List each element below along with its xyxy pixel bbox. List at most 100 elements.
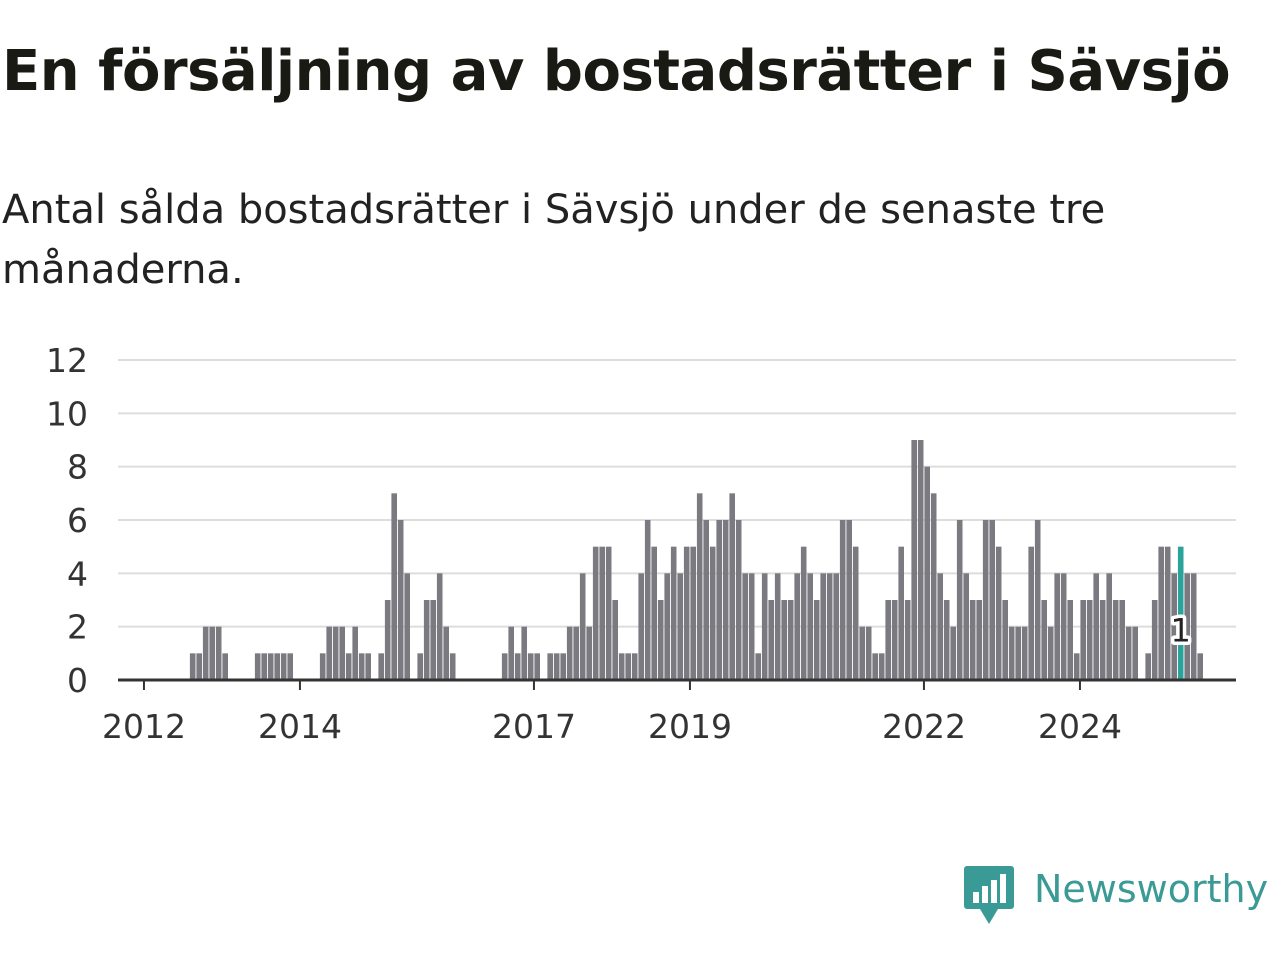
bar-chart: 0 2 4 6 8 10 12 2012 2014 2017 2019 2022 2024 1 — [46, 341, 1236, 746]
bar — [930, 493, 937, 680]
bar — [254, 653, 261, 680]
bar — [605, 546, 612, 680]
bar — [683, 546, 690, 680]
bar — [215, 626, 222, 680]
bar — [423, 600, 430, 680]
bar — [729, 493, 735, 680]
bar — [514, 653, 521, 680]
bar — [592, 546, 599, 680]
bar — [1177, 546, 1184, 680]
bar — [332, 626, 339, 680]
bar — [1054, 573, 1060, 680]
bar — [352, 626, 358, 680]
bar — [1086, 600, 1093, 680]
bar — [1002, 600, 1008, 680]
bar — [521, 626, 527, 680]
y-axis-tick-labels: 0 2 4 6 8 10 12 — [46, 341, 88, 700]
bar — [527, 653, 534, 680]
bar — [618, 653, 625, 680]
y-tick-label-6: 6 — [67, 501, 88, 540]
bar — [872, 653, 878, 680]
bar — [911, 440, 917, 680]
bar — [1021, 626, 1028, 680]
bar — [703, 520, 709, 680]
bar — [677, 573, 683, 680]
bar — [657, 600, 664, 680]
bar — [969, 600, 976, 680]
y-tick-label-12: 12 — [46, 341, 88, 380]
bar — [865, 626, 872, 680]
bar — [404, 573, 410, 680]
bar — [612, 600, 618, 680]
bar — [397, 520, 404, 680]
bar — [196, 653, 202, 680]
bar — [384, 600, 391, 680]
bar — [781, 600, 787, 680]
bar — [508, 626, 514, 680]
highlight-data-label: 1 — [1171, 611, 1191, 649]
bar — [846, 520, 852, 680]
bar — [1028, 546, 1034, 680]
bar — [501, 653, 508, 680]
bar — [813, 600, 820, 680]
bar — [696, 493, 703, 680]
bar — [267, 653, 274, 680]
bar — [651, 546, 657, 680]
bar — [417, 653, 423, 680]
bar — [553, 653, 560, 680]
bar — [573, 626, 579, 680]
brand-name: Newsworthy — [1034, 867, 1269, 911]
bar — [378, 653, 384, 680]
bar — [449, 653, 456, 680]
bar — [287, 653, 293, 680]
bar — [1171, 573, 1177, 680]
x-tick-label-2017: 2017 — [492, 707, 576, 746]
bar — [716, 520, 722, 680]
bar — [1164, 546, 1171, 680]
bar — [365, 653, 371, 680]
bar — [1132, 626, 1138, 680]
bar — [839, 520, 846, 680]
bar — [826, 573, 833, 680]
bar — [924, 466, 930, 680]
bar — [1093, 573, 1099, 680]
bar — [670, 546, 677, 680]
bar — [1197, 653, 1203, 680]
bar — [274, 653, 280, 680]
x-axis-ticks: 2012 2014 2017 2019 2022 2024 — [102, 680, 1122, 746]
newsworthy-logo: Newsworthy — [964, 866, 1268, 926]
bar — [937, 573, 943, 680]
bar — [625, 653, 631, 680]
bar — [599, 546, 605, 680]
x-tick-label-2014: 2014 — [258, 707, 342, 746]
bar — [1112, 600, 1119, 680]
bar — [774, 573, 781, 680]
y-tick-label-8: 8 — [67, 448, 88, 487]
y-tick-label-0: 0 — [67, 661, 88, 700]
bar — [1190, 573, 1197, 680]
bar — [755, 653, 761, 680]
y-tick-label-10: 10 — [46, 394, 88, 433]
bar — [787, 600, 794, 680]
x-tick-label-2019: 2019 — [648, 707, 732, 746]
bar — [917, 440, 924, 680]
bar — [995, 546, 1002, 680]
bar — [1047, 626, 1054, 680]
bar — [709, 546, 716, 680]
bar — [560, 653, 566, 680]
bar — [1151, 600, 1158, 680]
bar — [222, 653, 228, 680]
bar — [1034, 520, 1041, 680]
bar — [638, 573, 644, 680]
bar — [261, 653, 267, 680]
bar — [631, 653, 638, 680]
bar — [878, 653, 885, 680]
bar — [794, 573, 800, 680]
bar — [345, 653, 352, 680]
bar — [1145, 653, 1151, 680]
bar — [735, 520, 742, 680]
bar — [436, 573, 443, 680]
bar — [761, 573, 768, 680]
highlight-annotation: 1 — [1167, 608, 1194, 653]
bar — [1080, 600, 1086, 680]
